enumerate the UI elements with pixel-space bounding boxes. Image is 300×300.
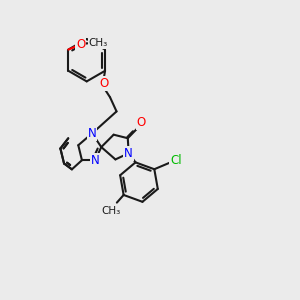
Text: CH₃: CH₃ [89, 38, 108, 48]
Text: N: N [91, 154, 100, 167]
Text: CH₃: CH₃ [101, 206, 121, 217]
Text: O: O [137, 116, 146, 129]
Text: O: O [99, 77, 108, 90]
Text: N: N [124, 147, 133, 160]
Text: O: O [76, 38, 85, 51]
Text: Cl: Cl [170, 154, 182, 167]
Text: N: N [88, 127, 97, 140]
